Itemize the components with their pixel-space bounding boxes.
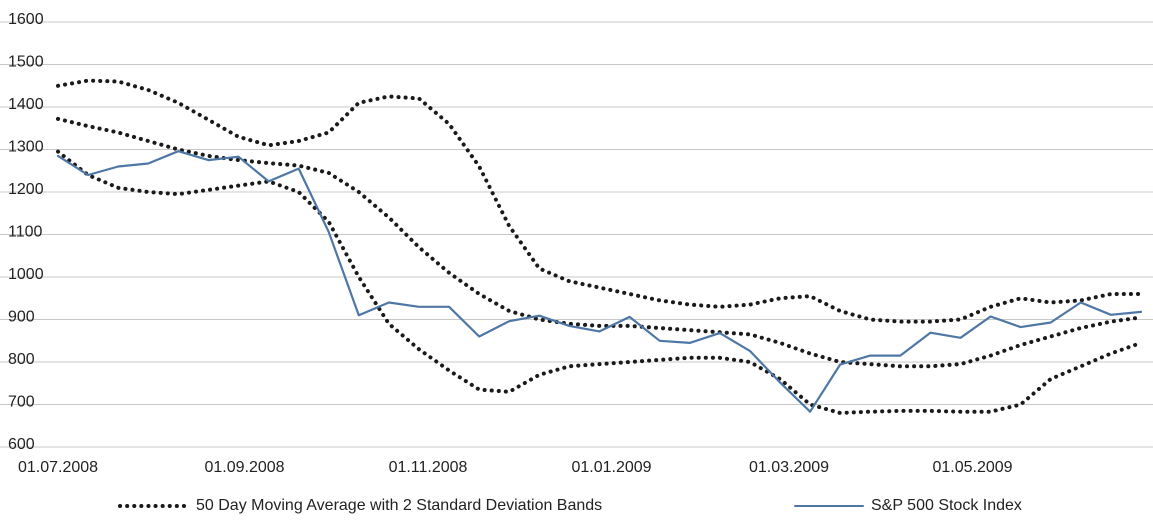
band-line	[56, 149, 1143, 415]
x-tick-label: 01.11.2008	[389, 459, 468, 476]
x-tick-label: 01.01.2009	[571, 459, 651, 476]
x-tick-label: 01.09.2008	[204, 459, 284, 476]
x-tick-label: 01.03.2009	[749, 459, 829, 476]
band-line	[56, 78, 1143, 324]
x-tick-label: 01.07.2008	[18, 459, 98, 476]
y-tick-label: 1400	[8, 96, 44, 113]
y-tick-label: 700	[8, 394, 35, 411]
y-tick-label: 1000	[8, 266, 44, 283]
legend-label: S&P 500 Stock Index	[871, 497, 1022, 514]
y-tick-label: 1600	[8, 11, 44, 28]
x-tick-label: 01.05.2009	[932, 459, 1012, 476]
y-tick-label: 600	[8, 436, 35, 453]
y-tick-label: 1300	[8, 139, 44, 156]
band-line	[56, 116, 1143, 369]
y-tick-label: 900	[8, 309, 35, 326]
legend-label: 50 Day Moving Average with 2 Standard De…	[196, 497, 602, 514]
y-tick-label: 1500	[8, 54, 44, 71]
y-tick-label: 800	[8, 351, 35, 368]
y-tick-label: 1200	[8, 181, 44, 198]
series-line	[56, 150, 1143, 413]
y-tick-label: 1100	[8, 224, 43, 241]
